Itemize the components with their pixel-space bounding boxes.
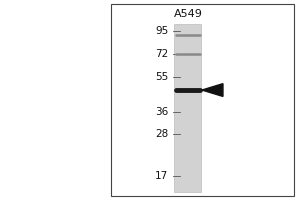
Polygon shape — [202, 84, 223, 96]
Bar — [174, 24, 201, 192]
Text: 72: 72 — [155, 49, 168, 59]
Text: 28: 28 — [155, 129, 168, 139]
Text: 95: 95 — [155, 26, 168, 36]
Text: 36: 36 — [155, 107, 168, 117]
Text: 55: 55 — [155, 72, 168, 82]
Text: A549: A549 — [173, 9, 202, 19]
Bar — [111, 4, 294, 196]
Text: 17: 17 — [155, 171, 168, 181]
